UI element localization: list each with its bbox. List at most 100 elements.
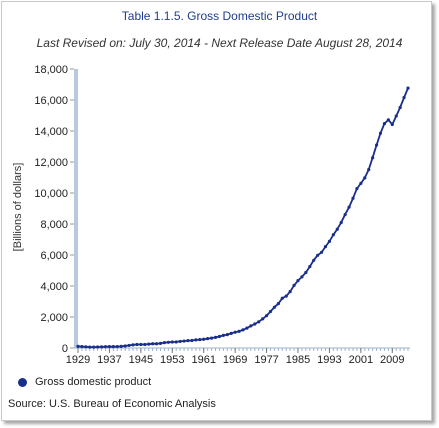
data-point[interactable]	[390, 122, 394, 127]
data-point[interactable]	[119, 344, 123, 349]
data-point[interactable]	[386, 118, 390, 122]
data-point[interactable]	[174, 340, 178, 344]
x-axis: 1929 1937 1945 1953 1961 1969 1977 1985 1993 2001…	[66, 347, 410, 366]
chart-frame	[1, 1, 432, 421]
data-point[interactable]	[147, 342, 151, 346]
data-point[interactable]	[312, 258, 316, 262]
data-point[interactable]	[206, 337, 210, 341]
data-point[interactable]	[127, 343, 131, 348]
data-point[interactable]	[253, 322, 257, 326]
data-point[interactable]	[331, 233, 335, 237]
data-point[interactable]	[213, 335, 218, 339]
data-point[interactable]	[308, 264, 312, 269]
data-point[interactable]	[96, 345, 100, 349]
data-point[interactable]	[139, 342, 143, 347]
data-point[interactable]	[296, 279, 300, 283]
data-point[interactable]	[76, 344, 80, 348]
data-point[interactable]	[107, 344, 112, 349]
data-point[interactable]	[115, 344, 119, 349]
data-point[interactable]	[359, 181, 363, 185]
data-point[interactable]	[166, 340, 170, 344]
data-point[interactable]	[264, 314, 269, 318]
data-point[interactable]	[233, 330, 237, 334]
data-point[interactable]	[229, 331, 233, 335]
data-point[interactable]	[323, 245, 328, 249]
data-point[interactable]	[170, 340, 174, 344]
data-point[interactable]	[268, 309, 273, 314]
data-point[interactable]	[190, 338, 194, 343]
data-point[interactable]	[194, 338, 198, 342]
data-point[interactable]	[367, 167, 371, 172]
y-tick-label: 0	[62, 343, 68, 355]
data-point[interactable]	[371, 156, 375, 160]
data-point[interactable]	[103, 345, 108, 349]
data-point[interactable]	[135, 342, 139, 347]
y-tick-label: 12,000	[34, 157, 68, 169]
data-point[interactable]	[339, 220, 343, 225]
data-point[interactable]	[92, 345, 96, 349]
data-point[interactable]	[111, 345, 115, 349]
source-note: Source: U.S. Bureau of Economic Analysis	[8, 398, 216, 410]
data-point[interactable]	[123, 344, 127, 348]
data-point[interactable]	[237, 329, 241, 333]
y-tick-label: 14,000	[34, 126, 68, 138]
data-point[interactable]	[88, 345, 92, 349]
data-point[interactable]	[143, 342, 147, 347]
data-point[interactable]	[178, 339, 182, 344]
y-axis-bar	[74, 69, 78, 348]
data-point[interactable]	[99, 345, 104, 349]
data-point[interactable]	[335, 227, 339, 231]
data-point[interactable]	[280, 296, 284, 300]
data-point[interactable]	[374, 143, 379, 147]
data-point[interactable]	[292, 283, 296, 287]
data-point[interactable]	[316, 253, 320, 257]
data-point[interactable]	[158, 341, 163, 345]
data-point[interactable]	[288, 290, 292, 294]
data-point[interactable]	[241, 328, 245, 332]
data-point[interactable]	[186, 339, 190, 343]
data-point[interactable]	[304, 270, 308, 275]
data-point[interactable]	[347, 205, 351, 209]
y-tick-label: 6,000	[40, 250, 68, 262]
data-point[interactable]	[217, 334, 222, 339]
data-point[interactable]	[355, 186, 359, 191]
data-point[interactable]	[319, 250, 324, 254]
data-point[interactable]	[406, 86, 410, 90]
chart-title: Table 1.1.5. Gross Domestic Product	[121, 9, 318, 23]
data-point[interactable]	[80, 344, 84, 349]
data-point[interactable]	[272, 305, 277, 309]
data-point[interactable]	[151, 342, 155, 346]
data-point[interactable]	[249, 324, 253, 328]
data-point[interactable]	[131, 343, 135, 347]
data-point[interactable]	[209, 336, 214, 340]
x-tick-label: 1937	[97, 354, 121, 366]
series-line	[77, 87, 409, 349]
data-point[interactable]	[154, 342, 159, 346]
data-point[interactable]	[378, 131, 383, 135]
data-point[interactable]	[382, 121, 387, 126]
data-point[interactable]	[225, 333, 229, 337]
data-point[interactable]	[198, 337, 202, 342]
data-point[interactable]	[182, 339, 186, 343]
data-point[interactable]	[202, 337, 206, 341]
data-point[interactable]	[363, 176, 367, 180]
data-point[interactable]	[257, 320, 261, 324]
y-tick-label: 8,000	[40, 219, 68, 231]
data-point[interactable]	[245, 326, 249, 330]
legend[interactable]: Gross domestic product	[18, 375, 151, 389]
data-point[interactable]	[284, 294, 288, 298]
data-point[interactable]	[394, 114, 398, 118]
data-point[interactable]	[327, 239, 332, 243]
data-point[interactable]	[300, 275, 304, 279]
data-point[interactable]	[261, 317, 265, 321]
data-point[interactable]	[343, 212, 347, 217]
data-point[interactable]	[162, 341, 167, 345]
x-tick-label: 2009	[380, 354, 404, 366]
data-point[interactable]	[276, 302, 280, 306]
data-point[interactable]	[84, 345, 88, 349]
data-point[interactable]	[402, 95, 406, 100]
data-point[interactable]	[398, 105, 402, 110]
data-point[interactable]	[351, 196, 355, 200]
data-point[interactable]	[221, 333, 225, 337]
